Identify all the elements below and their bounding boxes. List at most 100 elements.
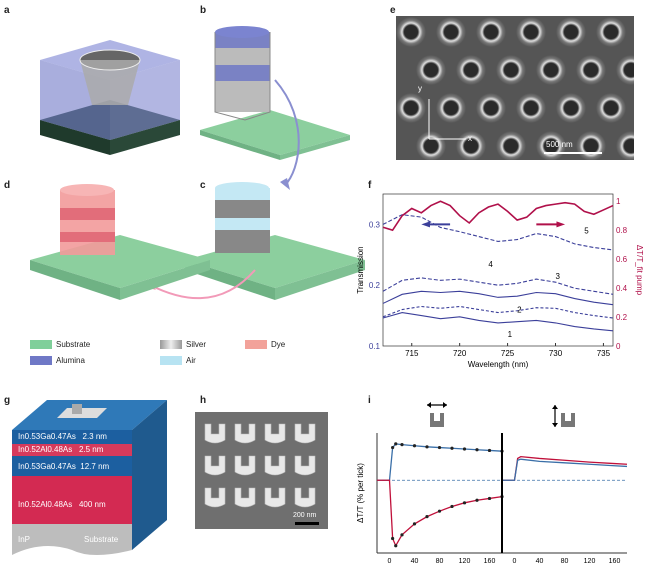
sem-ring-16: [556, 93, 586, 123]
chart-i-series-1-0: [502, 455, 628, 481]
chart-i-data-point: [437, 509, 442, 513]
legend-item-alumina: Alumina: [30, 356, 85, 365]
chart-i-data-point: [425, 445, 429, 449]
legend-item-air: Air: [160, 356, 196, 365]
sem-u-shape-9: [234, 487, 256, 508]
sem-ring-22: [576, 131, 606, 160]
legend-label: Alumina: [56, 356, 85, 365]
chart-i-data-point: [487, 496, 492, 501]
layer-stack-g: In0.53Ga0.47As 2.3 nm In0.52Al0.48As 2.5…: [12, 400, 182, 560]
sem-ring-10: [576, 55, 606, 85]
vertical-pol-icon: [552, 405, 575, 427]
legend-label: Air: [186, 356, 196, 365]
chart-i-xtick-label: 40: [536, 558, 544, 565]
sem-ring-18: [416, 131, 446, 160]
chart-i-data-point: [425, 515, 429, 519]
chart-i-data-point: [394, 442, 398, 446]
layer-0: In0.53Ga0.47As 2.3 nm: [18, 432, 107, 441]
sem-ring-0: [396, 17, 426, 47]
sem-u-shape-0: [204, 423, 226, 444]
chart-i-series-0-1: [377, 479, 503, 548]
legend-swatch-substrate: [30, 340, 52, 349]
chart-f-ytick-label: 0.2: [369, 281, 381, 290]
chart-f-series-5: [382, 200, 614, 232]
sem-image-e: y x 500 nm: [396, 16, 634, 160]
sem-e-scale-label: 500 nm: [546, 140, 573, 149]
layer-1: In0.52Al0.48As 2.5 nm: [18, 445, 104, 454]
chart-f-xtick-label: 725: [501, 349, 515, 358]
transmission-chart: 715 720 725 730 735 0.1 0.2 0.3 0 0.2 0.4 0.6 0.8 1 Wa…: [356, 193, 644, 369]
sem-ring-12: [396, 93, 426, 123]
fabrication-schematic: [30, 26, 365, 300]
sem-ring-14: [476, 93, 506, 123]
sem-ring-13: [436, 93, 466, 123]
sem-ring-23: [616, 131, 634, 160]
arrow-b-to-c: [274, 79, 300, 186]
chart-i-xtick-label: 160: [484, 558, 496, 565]
sem-u-shape-5: [234, 455, 256, 476]
legend-label: Dye: [271, 340, 286, 349]
sem-u-shape-4: [204, 455, 226, 476]
chart-f-ytick-label: 0.1: [369, 342, 381, 351]
layer-stack-drawing: [12, 400, 167, 555]
legend-swatch-air: [160, 356, 182, 365]
sem-ring-7: [456, 55, 486, 85]
chart-i-series-1-1: [502, 458, 628, 481]
panel-label-e: e: [390, 5, 396, 16]
sem-u-shape-8: [204, 487, 226, 508]
chart-f-curve-label: 1: [508, 330, 513, 339]
sem-ring-20: [496, 131, 526, 160]
panel-label-a: a: [4, 5, 10, 16]
chart-i-data-point: [391, 536, 395, 541]
legend-label: Silver: [186, 340, 207, 349]
chart-f-y2tick-label: 0.2: [616, 313, 628, 322]
sem-axis-y-label: y: [418, 84, 422, 93]
chart-f-y2label: ΔT/T_fit pump: [635, 245, 644, 296]
chart-i-xtick-label: 0: [513, 558, 517, 565]
layer-3: In0.52Al0.48As 400 nm: [18, 500, 106, 509]
legend-swatch-alumina: [30, 356, 52, 365]
legend-item-substrate: Substrate: [30, 340, 90, 349]
chart-i-data-point: [412, 522, 417, 526]
chart-f-y2tick-label: 0.8: [616, 226, 628, 235]
chart-i-xtick-label: 80: [436, 558, 444, 565]
chart-f-ylabel: Transmission: [356, 246, 365, 293]
chart-f-frame: [382, 193, 614, 347]
chart-i-ylabel: ΔT/T (% per tick): [356, 463, 365, 523]
sem-ring-3: [516, 17, 546, 47]
panel-label-f: f: [368, 180, 372, 191]
sem-ring-8: [496, 55, 526, 85]
sem-u-shape-2: [264, 423, 286, 444]
chart-i-xtick-label: 120: [584, 558, 596, 565]
sem-ring-5: [596, 17, 626, 47]
panel-label-g: g: [4, 395, 11, 406]
sem-u-shape-10: [264, 487, 286, 508]
chart-i-data-point: [475, 448, 479, 452]
chart-i-data-point: [394, 544, 398, 548]
schematic-c: [185, 182, 365, 300]
chart-f-xtick-label: 720: [453, 349, 467, 358]
chart-f-curve-label: 3: [556, 272, 561, 281]
pump-probe-chart: 04080120160Δt (ps)04080120160Δt (ps)ΔT/T…: [356, 402, 628, 565]
chart-i-data-point: [462, 447, 467, 451]
arrow-c-to-d: [149, 269, 256, 300]
schematic-b: [200, 26, 350, 160]
chart-i-xtick-label: 0: [388, 558, 392, 565]
chart-f-curve-label: 5: [584, 227, 589, 236]
sem-u-shape-6: [264, 455, 286, 476]
sem-ring-11: [616, 55, 634, 85]
chart-i-data-point: [400, 533, 404, 537]
sem-e-scale-bar: [544, 152, 602, 154]
sem-ring-9: [536, 55, 566, 85]
sem-ring-6: [416, 55, 446, 85]
chart-f-curve-label: 4: [488, 260, 493, 269]
chart-f-series-1: [382, 305, 614, 319]
layer-2: In0.53Ga0.47As 12.7 nm: [18, 462, 110, 471]
sem-ring-17: [596, 93, 626, 123]
chart-f-xtick-label: 735: [597, 349, 611, 358]
chart-i-series-0-0: [377, 443, 503, 481]
chart-i-data-point: [462, 501, 467, 505]
sem-ring-1: [436, 17, 466, 47]
sem-u-shape-7: [294, 455, 316, 476]
chart-f-xlabel: Wavelength (nm): [468, 360, 529, 369]
